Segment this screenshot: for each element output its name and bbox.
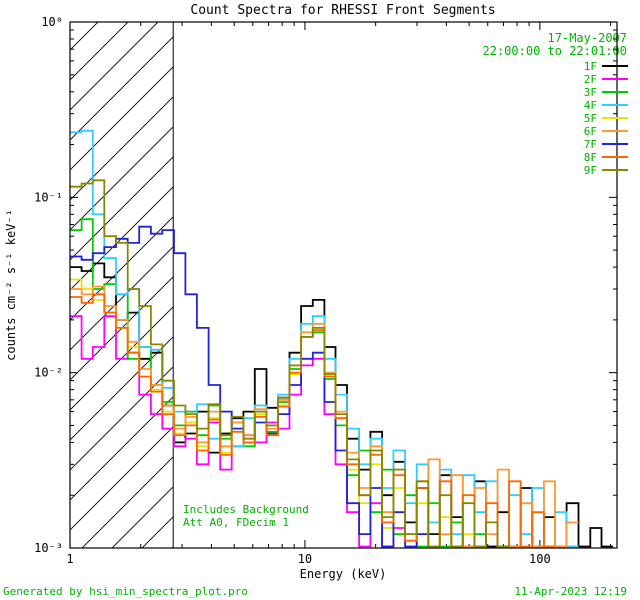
y-axis-label: counts cm⁻² s⁻¹ keV⁻¹ — [4, 209, 18, 361]
legend-label-3F: 3F — [584, 86, 597, 99]
legend-label-7F: 7F — [584, 138, 597, 151]
plot-frame — [69, 21, 618, 549]
footer-generated-by: Generated by hsi_min_spectra_plot.pro — [3, 585, 248, 598]
plot-title: Count Spectra for RHESSI Front Segments — [190, 3, 495, 18]
ytick-label-2: 10⁻² — [34, 366, 63, 380]
legend-label-4F: 4F — [584, 99, 597, 112]
annotation-att-state: Att A0, FDecim 1 — [183, 516, 289, 529]
legend-label-5F: 5F — [584, 112, 597, 125]
y-tick-labels: 10⁰ 10⁻¹ 10⁻² 10⁻³ — [34, 15, 63, 555]
legend-label-8F: 8F — [584, 151, 597, 164]
series-9F — [70, 179, 510, 548]
xtick-label-2: 100 — [529, 552, 551, 566]
xtick-label-0: 1 — [66, 552, 73, 566]
ytick-label-3: 10⁻³ — [34, 541, 63, 555]
footer-timestamp: 11-Apr-2023 12:19 — [514, 585, 627, 598]
attenuator-hatch-region — [70, 22, 174, 548]
obs-date: 17-May-2007 — [548, 31, 627, 45]
obs-time-range: 22:00:00 to 22:01:00 — [483, 44, 628, 58]
ytick-label-1: 10⁻¹ — [34, 190, 63, 204]
legend-label-1F: 1F — [584, 60, 597, 73]
annotation-includes-background: Includes Background — [183, 503, 309, 516]
legend-label-6F: 6F — [584, 125, 597, 138]
legend-label-2F: 2F — [584, 73, 597, 86]
legend-label-9F: 9F — [584, 164, 597, 177]
ytick-label-0: 10⁰ — [41, 15, 63, 29]
hatch-fill — [70, 22, 174, 548]
xtick-label-1: 10 — [298, 552, 312, 566]
series-layer — [70, 129, 614, 548]
x-axis-label: Energy (keV) — [300, 567, 387, 581]
x-tick-labels: 1 10 100 — [66, 552, 550, 566]
